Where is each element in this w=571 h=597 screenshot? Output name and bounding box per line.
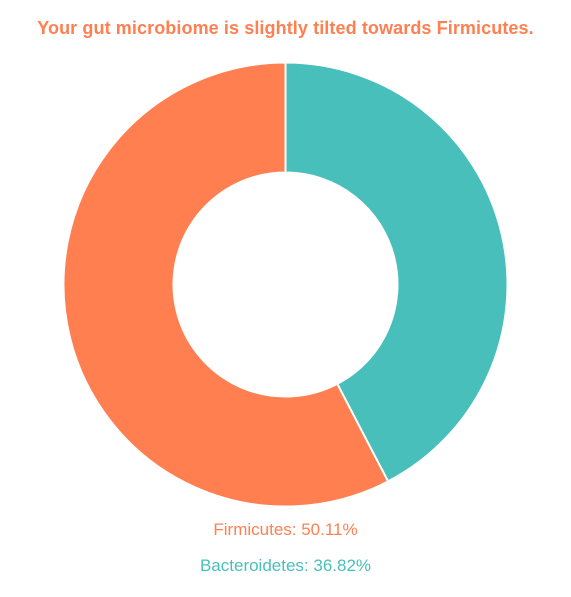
legend-firmicutes: Firmicutes: 50.11% <box>213 520 358 539</box>
slice-firmicutes <box>62 61 390 508</box>
legend-bacteroidetes: Bacteroidetes: 36.82% <box>199 556 372 575</box>
slice-bacteroidetes <box>284 61 509 483</box>
chart-title: Your gut microbiome is slightly tilted t… <box>37 18 534 38</box>
donut-slices <box>62 61 509 508</box>
